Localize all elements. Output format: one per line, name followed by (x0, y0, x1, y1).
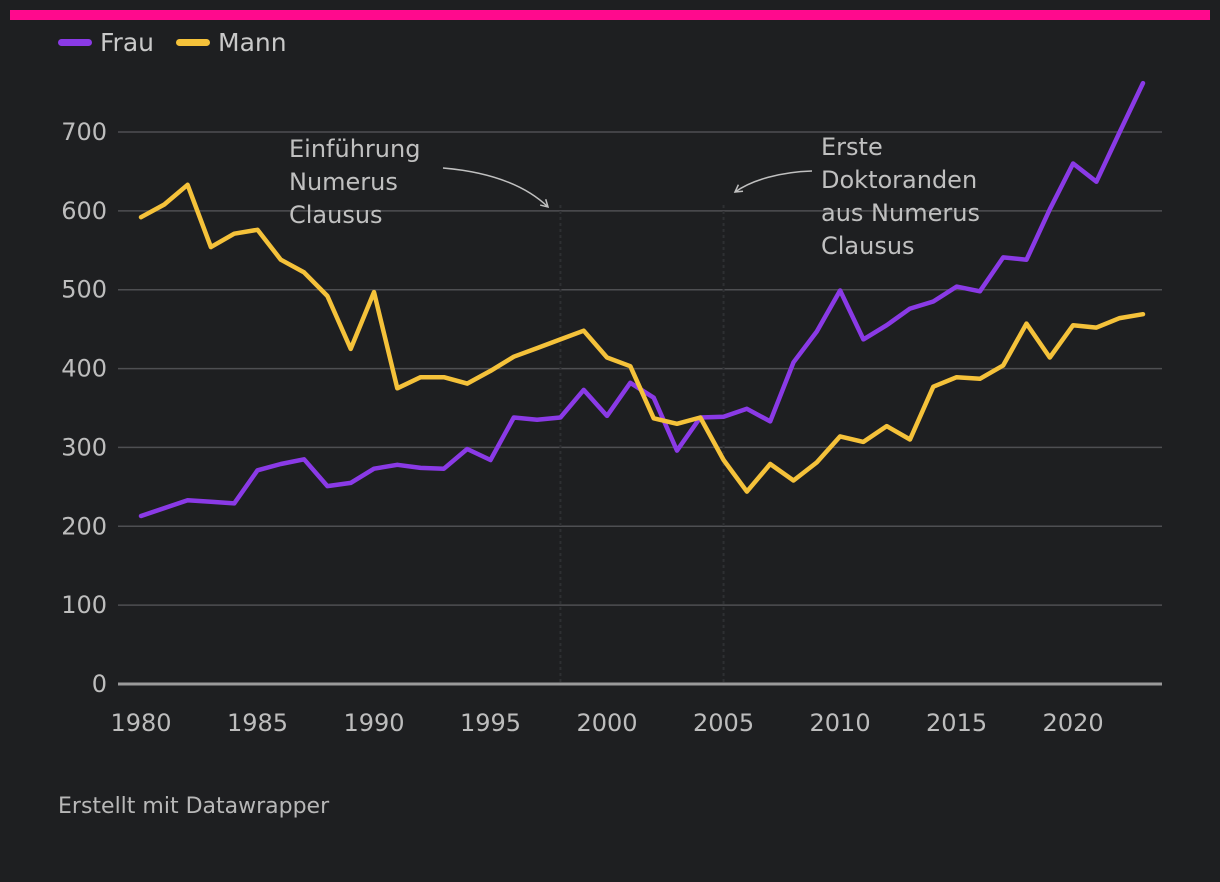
legend: Frau Mann (58, 28, 287, 57)
x-tick-label: 1995 (460, 709, 521, 737)
accent-bar (10, 10, 1210, 20)
x-tick-label: 2005 (693, 709, 754, 737)
y-tick-label: 100 (61, 591, 107, 619)
y-tick-label: 300 (61, 433, 107, 461)
axis-ticks: 0 100 200 300 400 500 600 700 1980 1985 1990 1995 20… (61, 118, 1103, 737)
y-tick-label: 500 (61, 276, 107, 304)
y-tick-label: 200 (61, 512, 107, 540)
annotations: Einführung Numerus Clausus Erste Doktoranden… (289, 133, 980, 260)
y-tick-label: 600 (61, 197, 107, 225)
series-line-mann (138, 182, 1146, 494)
legend-item-frau[interactable]: Frau (58, 28, 154, 57)
annotation-lines (559, 205, 725, 684)
y-tick-label: 700 (61, 118, 107, 146)
x-tick-label: 2000 (577, 709, 638, 737)
y-tick-label: 400 (61, 355, 107, 383)
annotation-text: Clausus (821, 232, 915, 260)
annotation-arrow (442, 167, 550, 209)
y-tick-label: 0 (92, 670, 107, 698)
annotation-text: Doktoranden (821, 166, 977, 194)
x-tick-label: 2020 (1043, 709, 1104, 737)
gridlines (118, 131, 1162, 686)
x-tick-label: 2015 (926, 709, 987, 737)
legend-label-mann: Mann (218, 28, 287, 57)
series-lines (138, 80, 1146, 519)
legend-item-mann[interactable]: Mann (176, 28, 287, 57)
annotation-text: aus Numerus (821, 199, 980, 227)
annotation-text: Numerus (289, 168, 398, 196)
x-tick-label: 1990 (343, 709, 404, 737)
x-tick-label: 1985 (227, 709, 288, 737)
annotation-text: Clausus (289, 201, 383, 229)
annotation-text: Einführung (289, 135, 420, 163)
legend-swatch-frau (58, 39, 92, 46)
x-tick-label: 1980 (110, 709, 171, 737)
annotation-arrow (733, 170, 813, 193)
legend-swatch-mann (176, 39, 211, 46)
legend-label-frau: Frau (100, 28, 155, 57)
x-tick-label: 2010 (810, 709, 871, 737)
footer-credit[interactable]: Erstellt mit Datawrapper (58, 794, 330, 819)
annotation-text: Erste (821, 133, 883, 161)
